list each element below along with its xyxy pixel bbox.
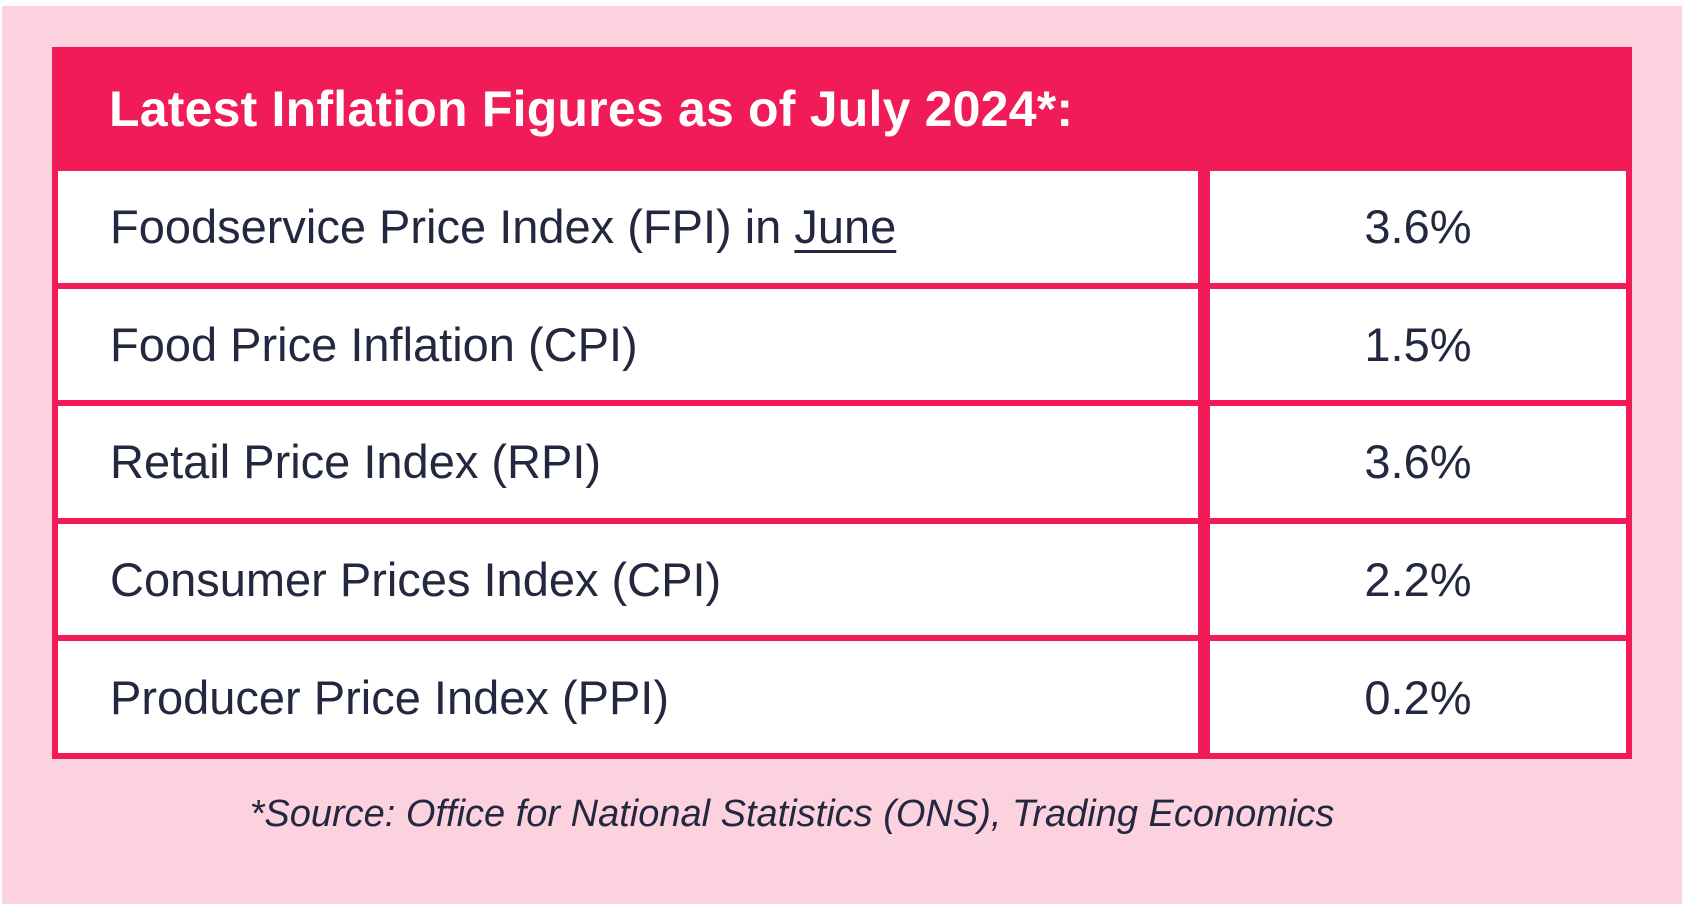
metric-label-cell: Food Price Inflation (CPI) — [58, 288, 1198, 401]
metric-label-cell: Producer Price Index (PPI) — [58, 641, 1198, 753]
metric-value: 3.6% — [1364, 435, 1472, 489]
metric-value: 1.5% — [1364, 317, 1472, 371]
table-row: Foodservice Price Index (FPI) in June 3.… — [58, 165, 1626, 283]
metric-label-cell: Consumer Prices Index (CPI) — [58, 523, 1198, 636]
metric-value-cell: 3.6% — [1198, 406, 1626, 518]
metric-value: 2.2% — [1364, 553, 1472, 607]
metric-label: Foodservice Price Index (FPI) in June — [110, 200, 897, 254]
metric-label: Retail Price Index (RPI) — [110, 435, 602, 489]
metric-label-cell: Retail Price Index (RPI) — [58, 406, 1198, 518]
table-row: Consumer Prices Index (CPI) 2.2% — [58, 517, 1626, 636]
table-title: Latest Inflation Figures as of July 2024… — [109, 81, 1074, 137]
metric-value-cell: 2.2% — [1198, 523, 1626, 636]
metric-label: Producer Price Index (PPI) — [110, 670, 669, 724]
infographic-panel: Latest Inflation Figures as of July 2024… — [2, 6, 1682, 904]
source-note: *Source: Office for National Statistics … — [249, 793, 1335, 835]
metric-label-cell: Foodservice Price Index (FPI) in June — [58, 171, 1198, 283]
metric-value: 0.2% — [1364, 670, 1472, 724]
table-header: Latest Inflation Figures as of July 2024… — [58, 53, 1626, 165]
table-row: Food Price Inflation (CPI) 1.5% — [58, 282, 1626, 401]
metric-label: Food Price Inflation (CPI) — [110, 317, 638, 371]
metric-value-cell: 1.5% — [1198, 288, 1626, 401]
metric-value-cell: 3.6% — [1198, 171, 1626, 283]
underlined-text: June — [794, 200, 897, 254]
metric-value: 3.6% — [1364, 200, 1472, 254]
metric-label: Consumer Prices Index (CPI) — [110, 553, 722, 607]
table-row: Retail Price Index (RPI) 3.6% — [58, 400, 1626, 518]
inflation-table: Latest Inflation Figures as of July 2024… — [52, 47, 1632, 759]
metric-value-cell: 0.2% — [1198, 641, 1626, 753]
table-row: Producer Price Index (PPI) 0.2% — [58, 635, 1626, 753]
